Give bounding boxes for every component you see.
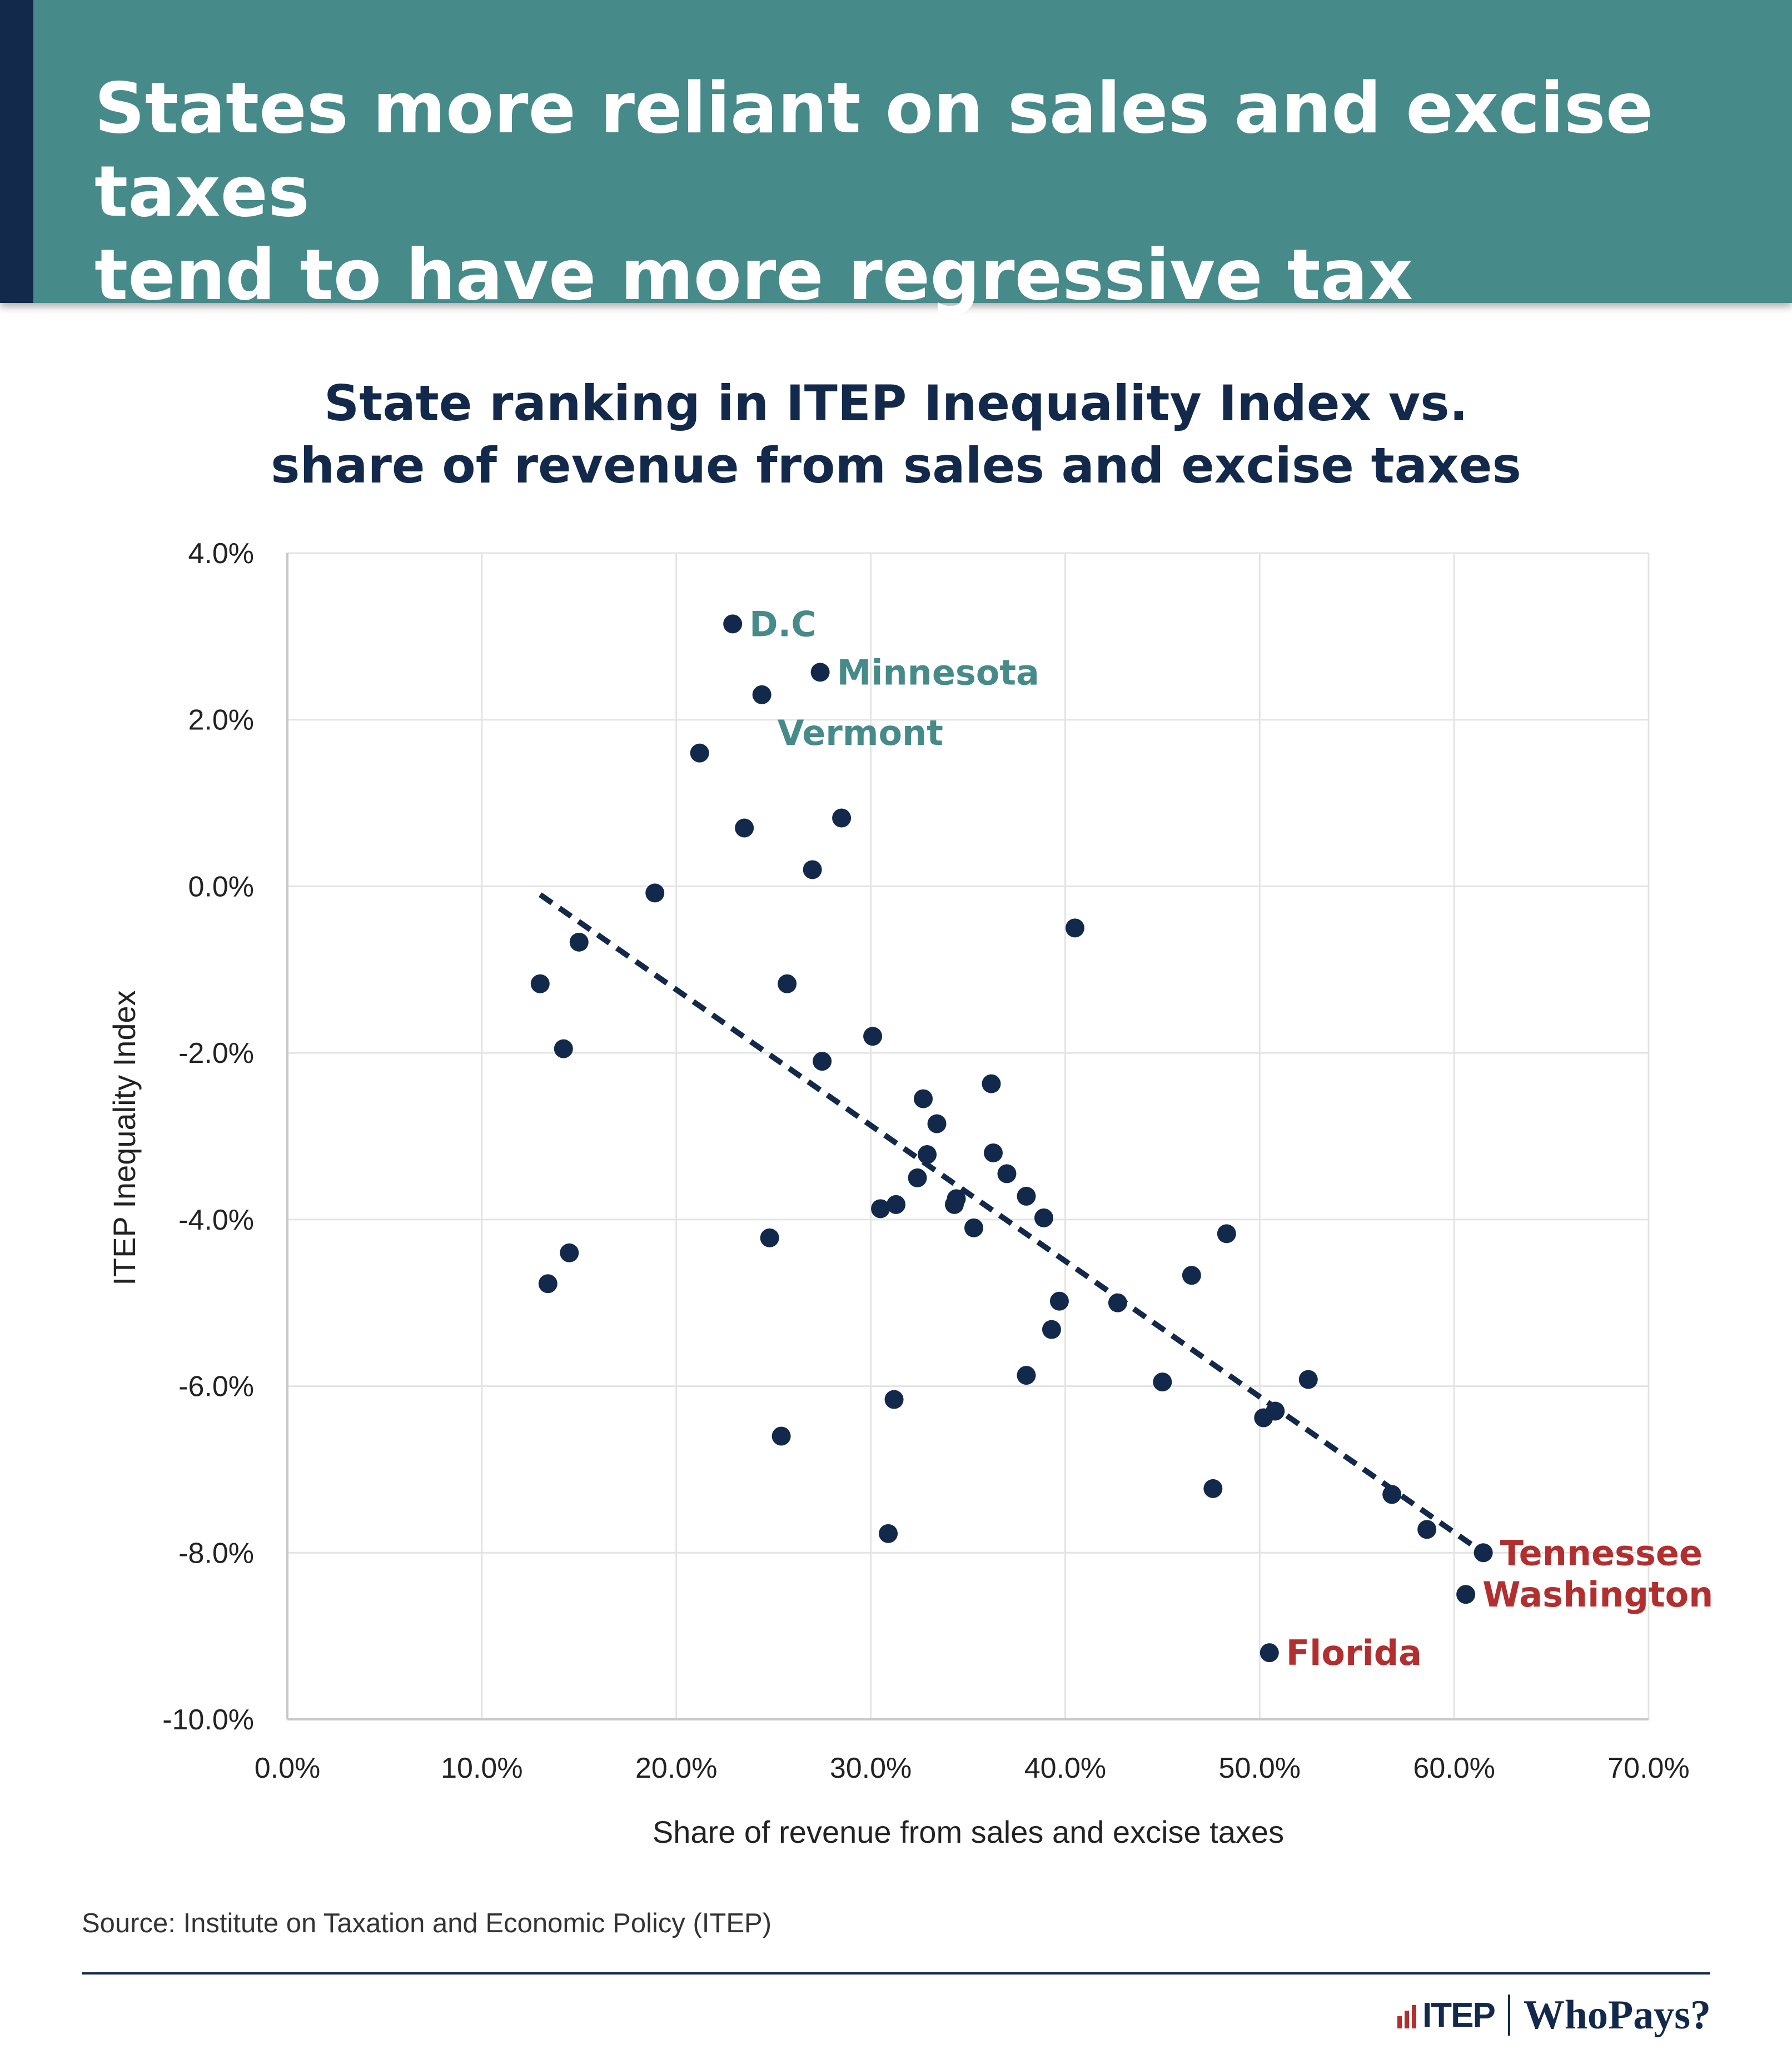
point-label: Washington (1482, 1574, 1713, 1615)
data-point (813, 1052, 832, 1071)
point-label: Vermont (778, 713, 943, 753)
y-tick-label: -10.0% (162, 1704, 254, 1736)
data-point (964, 1218, 983, 1237)
x-tick-label: 30.0% (830, 1752, 912, 1784)
data-point (735, 818, 754, 838)
data-point (982, 1074, 1001, 1093)
data-point (884, 1390, 904, 1409)
data-point (752, 685, 771, 704)
grid-lines (287, 552, 1650, 1719)
data-point (1042, 1320, 1061, 1339)
data-point (1065, 918, 1084, 938)
data-point (927, 1114, 947, 1133)
trendline (538, 892, 1485, 1555)
data-point (832, 808, 852, 828)
data-point (645, 883, 665, 903)
data-point (879, 1524, 898, 1543)
headline-line-2: tend to have more regressive tax systems… (94, 234, 1413, 399)
point-label: D.C (749, 604, 817, 644)
data-point (538, 1274, 557, 1294)
data-point (1417, 1520, 1437, 1539)
data-point (560, 1243, 579, 1262)
chart-title: State ranking in ITEP Inequality Index v… (0, 372, 1792, 497)
data-point (983, 1143, 1003, 1162)
data-point (1260, 1643, 1279, 1663)
x-axis-label: Share of revenue from sales and excise t… (653, 1814, 1284, 1849)
data-point (997, 1164, 1017, 1183)
banner-accent-bar (0, 0, 33, 303)
x-tick-label: 10.0% (441, 1752, 522, 1784)
data-point (1203, 1479, 1223, 1498)
y-axis-label: ITEP Inequality Index (107, 990, 142, 1285)
data-point (771, 1426, 791, 1446)
x-tick-label: 20.0% (635, 1752, 717, 1784)
data-point (1017, 1186, 1036, 1206)
data-point (1474, 1543, 1493, 1563)
y-tick-label: -2.0% (178, 1037, 254, 1070)
data-point (569, 932, 589, 952)
y-tick-label: -6.0% (178, 1371, 254, 1403)
data-points (530, 614, 1493, 1663)
point-label: Florida (1286, 1633, 1422, 1673)
logo-separator (1507, 1995, 1510, 2036)
footer-divider (82, 1972, 1710, 1975)
y-tick-label: 2.0% (188, 704, 254, 737)
data-point (1298, 1370, 1318, 1389)
data-point (1049, 1291, 1069, 1311)
itep-bars-icon (1397, 2002, 1419, 2028)
data-point (871, 1199, 890, 1219)
data-point (810, 663, 830, 682)
header-banner: States more reliant on sales and excise … (0, 0, 1792, 399)
itep-whopays-logo: ITEP WhoPays? (1397, 1992, 1711, 2038)
y-tick-label: 4.0% (188, 538, 254, 570)
x-tick-label: 50.0% (1219, 1752, 1301, 1784)
data-point (1217, 1224, 1236, 1244)
chart-title-line-2: share of revenue from sales and excise t… (271, 437, 1521, 494)
scatter-chart: 0.0% 10.0% 20.0% 30.0% 40.0% 50.0% 60.0% 70.0% 4… (107, 538, 1713, 1849)
data-point (1153, 1372, 1172, 1392)
source-note: Source: Institute on Taxation and Econom… (82, 1908, 772, 1938)
data-point (918, 1145, 937, 1164)
point-label: Minnesota (837, 652, 1039, 693)
x-tick-label: 60.0% (1413, 1752, 1495, 1784)
y-tick-label: -4.0% (178, 1204, 254, 1236)
data-point (803, 860, 822, 879)
y-tick-label: 0.0% (188, 871, 254, 903)
chart-title-line-1: State ranking in ITEP Inequality Index v… (323, 375, 1469, 432)
data-point (863, 1027, 883, 1046)
point-label: Tennessee (1500, 1533, 1703, 1573)
data-point (530, 974, 550, 993)
data-point (945, 1195, 964, 1214)
headline: States more reliant on sales and excise … (94, 67, 1762, 400)
x-tick-label: 0.0% (255, 1752, 321, 1784)
data-point (1456, 1585, 1476, 1604)
data-point (1108, 1293, 1127, 1312)
x-tick-label: 70.0% (1607, 1752, 1689, 1784)
trendline-group (538, 892, 1485, 1555)
data-point (760, 1228, 779, 1247)
x-tick-label: 40.0% (1024, 1752, 1106, 1784)
logo-itep-text: ITEP (1422, 1996, 1496, 2035)
data-point (887, 1195, 906, 1214)
y-tick-label: -8.0% (178, 1537, 254, 1569)
data-point (723, 614, 743, 634)
data-point (1182, 1266, 1201, 1285)
headline-line-1: States more reliant on sales and excise … (94, 67, 1654, 232)
data-point (1266, 1401, 1285, 1421)
axes: 0.0% 10.0% 20.0% 30.0% 40.0% 50.0% 60.0% 70.0% 4… (162, 538, 1689, 1784)
data-point (1034, 1208, 1053, 1227)
data-point (554, 1039, 573, 1058)
data-point (778, 974, 797, 993)
data-point (908, 1168, 927, 1187)
logo-whopays-text: WhoPays? (1523, 1992, 1711, 2038)
data-point (1382, 1485, 1402, 1504)
data-point (690, 743, 709, 763)
data-point (914, 1089, 933, 1108)
data-point (1017, 1366, 1036, 1385)
